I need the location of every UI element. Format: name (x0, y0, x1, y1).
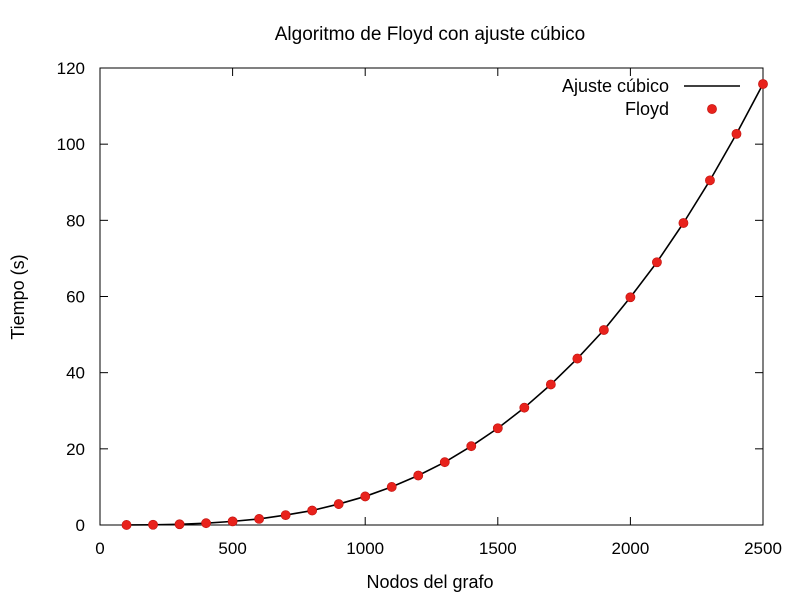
x-tick-label: 1000 (346, 539, 384, 558)
data-point-floyd (121, 520, 132, 530)
data-point-floyd (545, 379, 556, 390)
data-point-floyd (439, 457, 450, 468)
series-layer (121, 79, 768, 530)
y-tick-label: 0 (76, 516, 85, 535)
legend-label: Ajuste cúbico (562, 76, 669, 96)
data-point-floyd (705, 175, 715, 186)
data-point-floyd (519, 402, 530, 413)
x-tick-label: 1500 (479, 539, 517, 558)
data-point-floyd (758, 79, 768, 89)
data-point-floyd (386, 482, 397, 492)
data-point-floyd (413, 470, 424, 481)
ticks-layer: 0 500 1000 1500 2000 2500 0 20 40 60 80 100 120 (57, 59, 782, 558)
data-point-floyd (254, 514, 265, 524)
legend: Ajuste cúbico Floyd (562, 76, 740, 119)
plot-frame (99, 67, 764, 526)
data-point-floyd (307, 505, 318, 516)
data-point-floyd (201, 518, 211, 529)
data-point-floyd (598, 325, 609, 335)
y-axis-label: Tiempo (s) (8, 254, 28, 339)
data-point-floyd (174, 519, 185, 530)
x-tick-label: 0 (95, 539, 104, 558)
y-tick-label: 80 (66, 211, 85, 230)
legend-label: Floyd (625, 99, 669, 119)
y-tick-label: 60 (66, 288, 85, 307)
data-point-floyd (227, 516, 238, 527)
data-point-floyd (466, 441, 477, 452)
y-tick-label: 100 (57, 135, 85, 154)
data-point-floyd (652, 257, 662, 268)
data-point-floyd (678, 218, 689, 228)
data-point-floyd (492, 423, 503, 434)
data-point-floyd (148, 519, 158, 530)
x-tick-label: 2500 (744, 539, 782, 558)
chart-title: Algoritmo de Floyd con ajuste cúbico (275, 24, 586, 45)
data-point-floyd (731, 128, 742, 139)
data-point-floyd (333, 499, 344, 509)
x-tick-label: 500 (218, 539, 246, 558)
data-point-floyd (572, 353, 583, 364)
y-tick-label: 120 (57, 59, 85, 78)
y-tick-label: 20 (66, 440, 85, 459)
x-tick-label: 2000 (611, 539, 649, 558)
data-point-floyd (625, 292, 636, 303)
y-tick-label: 40 (66, 364, 85, 383)
data-point-floyd (280, 510, 291, 520)
x-axis-label: Nodos del grafo (366, 572, 493, 592)
data-point-floyd (360, 491, 371, 502)
legend-marker-sample (707, 104, 717, 114)
